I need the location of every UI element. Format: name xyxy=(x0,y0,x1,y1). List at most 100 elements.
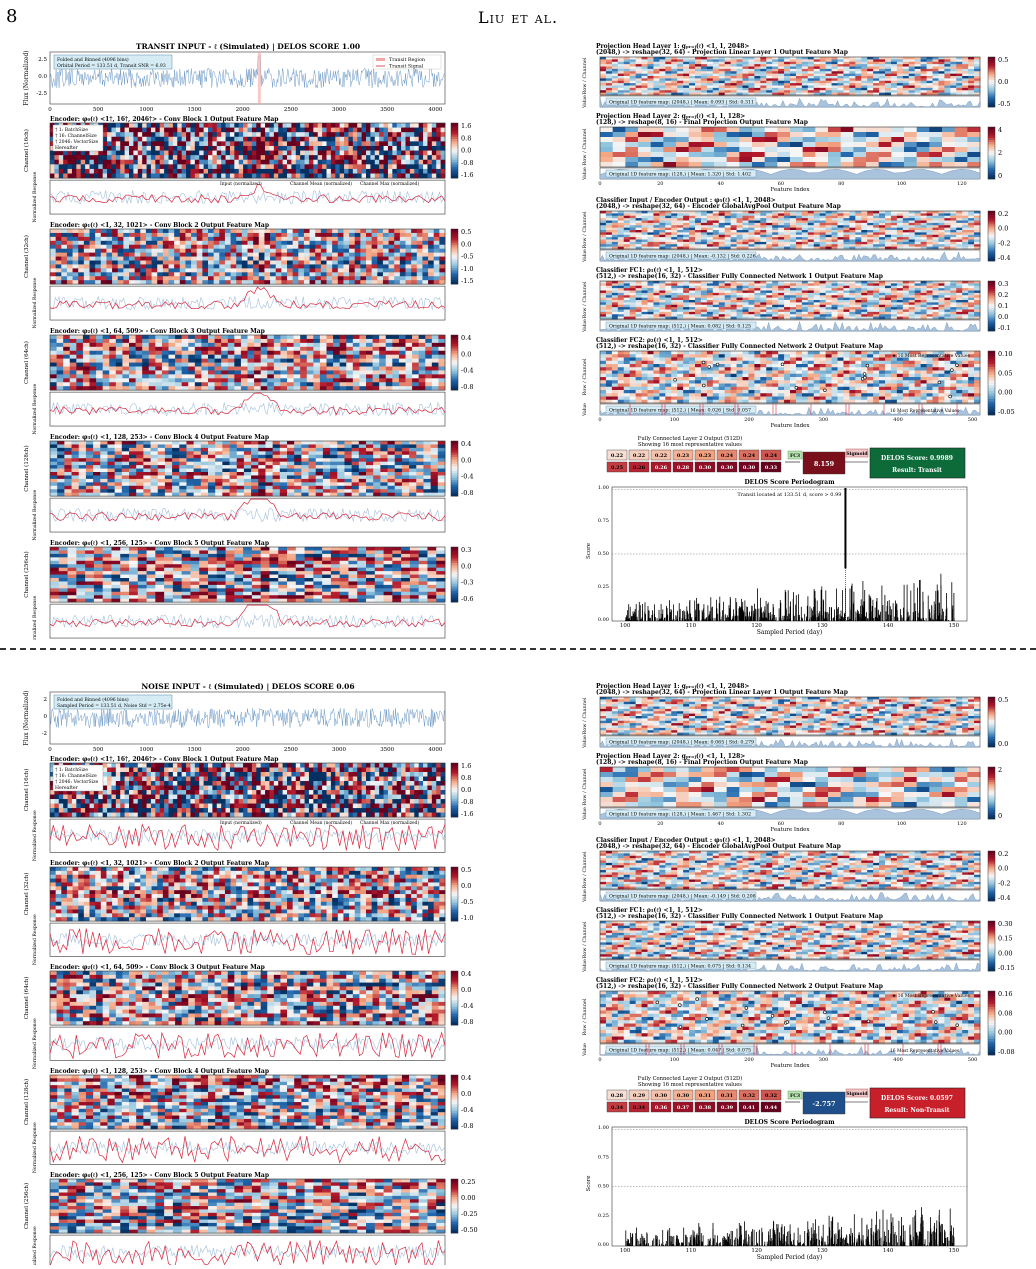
encoder-heatmap-3-cell xyxy=(90,359,97,363)
encoder-heatmap-5-cell xyxy=(94,585,103,589)
encoder-heatmap-4-cell xyxy=(100,444,108,448)
encoder-heatmap-3-cell xyxy=(333,355,340,359)
encoder-heatmap-2-cell xyxy=(366,237,372,241)
encoder-heatmap-5-cell xyxy=(173,585,182,589)
encoder-heatmap-1-cell xyxy=(274,128,279,133)
encoder-heatmap-2-cell xyxy=(293,276,299,280)
encoder-heatmap-5-cell xyxy=(401,588,410,592)
encoder-heatmap-2-cell xyxy=(372,233,378,237)
encoder-heatmap-2-cell xyxy=(248,264,254,268)
encoder-heatmap-3-cell xyxy=(122,382,129,386)
encoder-heatmap-3-cell xyxy=(419,382,426,386)
encoder-heatmap-1-cell xyxy=(318,169,323,174)
encoder-heatmap-4-cell xyxy=(416,489,424,493)
encoder-heatmap-2-cell xyxy=(417,237,423,241)
encoder-heatmap-4-cell xyxy=(373,458,381,462)
encoder-heatmap-2-cell xyxy=(253,261,259,265)
encoder-heatmap-5-cell xyxy=(129,547,138,551)
encoder-heatmap-1-cell xyxy=(164,146,169,151)
encoder-heatmap-1-cell xyxy=(287,123,292,128)
encoder-heatmap-3-cell xyxy=(274,343,281,347)
encoder-colorbar-5-step xyxy=(451,581,458,584)
encoder-heatmap-4-cell xyxy=(115,462,123,466)
encoder-heatmap-4-cell xyxy=(179,489,187,493)
encoder-heatmap-5-cell xyxy=(85,564,94,568)
encoder-heatmap-5-cell xyxy=(164,585,173,589)
encoder-heatmap-5-cell xyxy=(155,571,164,575)
encoder-heatmap-2-cell xyxy=(67,268,73,272)
right-heatmap-1-cell xyxy=(938,62,944,65)
encoder-heatmap-5-cell xyxy=(120,550,129,554)
encoder-heatmap-1-cell xyxy=(309,141,314,146)
encoder-heatmap-1-cell xyxy=(344,160,349,165)
encoder-heatmap-2-cell xyxy=(439,276,445,280)
encoder-heatmap-3-cell xyxy=(83,367,90,371)
encoder-heatmap-5-cell xyxy=(427,571,436,575)
encoder-heatmap-4-cell xyxy=(136,475,144,479)
encoder-heatmap-4-cell xyxy=(107,475,115,479)
right-heatmap-1-cell xyxy=(636,67,642,70)
encoder-heatmap-1-cell xyxy=(261,128,266,133)
encoder-heatmap-3-cell xyxy=(169,335,176,339)
encoder-heatmap-2-cell xyxy=(253,233,259,237)
encoder-heatmap-3-cell xyxy=(63,355,70,359)
encoder-heatmap-1-cell xyxy=(248,174,253,179)
right-heatmap-1-cell xyxy=(927,57,933,60)
encoder-heatmap-1-cell xyxy=(98,169,103,174)
encoder-heatmap-3-cell xyxy=(215,370,222,374)
encoder-heatmap-3-cell xyxy=(280,343,287,347)
encoder-heatmap-5-cell xyxy=(182,561,191,565)
encoder-heatmap-3-cell xyxy=(425,339,432,343)
encoder-heatmap-4-cell xyxy=(165,479,173,483)
encoder-heatmap-2-cell xyxy=(242,253,248,257)
encoder-heatmap-1-cell xyxy=(392,141,397,146)
encoder-heatmap-4-cell xyxy=(57,489,65,493)
encoder-heatmap-1-cell xyxy=(291,137,296,142)
encoder-heatmap-4-cell xyxy=(79,462,87,466)
encoder-heatmap-4-cell xyxy=(423,472,431,476)
encoder-heatmap-2-cell xyxy=(185,249,191,253)
encoder-heatmap-4-cell xyxy=(366,486,374,490)
encoder-heatmap-1-cell xyxy=(406,141,411,146)
encoder-heatmap-5-cell xyxy=(173,547,182,551)
encoder-heatmap-2-cell xyxy=(360,272,366,276)
encoder-heatmap-2-cell xyxy=(293,249,299,253)
encoder-heatmap-3-cell xyxy=(406,355,413,359)
encoder-heatmap-2-cell xyxy=(152,241,158,245)
encoder-heatmap-2-cell xyxy=(366,276,372,280)
encoder-heatmap-2-cell xyxy=(197,233,203,237)
encoder-heatmap-1-cell xyxy=(379,141,384,146)
encoder-heatmap-1-cell xyxy=(120,128,125,133)
encoder-heatmap-4-cell xyxy=(50,465,58,469)
encoder-heatmap-4-cell xyxy=(86,462,94,466)
encoder-heatmap-4-cell xyxy=(172,486,180,490)
encoder-heatmap-1-cell xyxy=(340,132,345,137)
encoder-heatmap-3-cell xyxy=(254,363,261,367)
response-legend-item: Channel Max (normalized) xyxy=(360,182,419,187)
encoder-heatmap-3-cell xyxy=(248,370,255,374)
encoder-heatmap-4-cell xyxy=(309,458,317,462)
encoder-heatmap-4-cell xyxy=(143,472,151,476)
encoder-heatmap-5-cell xyxy=(331,550,340,554)
encoder-heatmap-4-cell xyxy=(423,486,431,490)
encoder-heatmap-5-cell xyxy=(94,547,103,551)
encoder-colorbar-2-step xyxy=(451,277,458,280)
encoder-heatmap-4-cell xyxy=(423,475,431,479)
encoder-heatmap-4-cell xyxy=(100,482,108,486)
encoder-heatmap-3-cell xyxy=(116,335,123,339)
encoder-heatmap-4-cell xyxy=(330,444,338,448)
encoder-heatmap-1-cell xyxy=(217,146,222,151)
encoder-heatmap-5-cell xyxy=(94,575,103,579)
encoder-heatmap-1-cell xyxy=(331,123,336,128)
encoder-heatmap-4-cell xyxy=(287,472,295,476)
encoder-heatmap-3-cell xyxy=(208,370,215,374)
encoder-heatmap-2-cell xyxy=(377,261,383,265)
encoder-heatmap-2-cell xyxy=(439,229,445,233)
encoder-heatmap-1-cell xyxy=(322,132,327,137)
encoder-heatmap-2-cell xyxy=(174,245,180,249)
encoder-heatmap-4-cell xyxy=(64,465,72,469)
encoder-heatmap-4-cell xyxy=(172,441,180,445)
encoder-heatmap-5-cell xyxy=(252,581,261,585)
encoder-heatmap-2-cell xyxy=(118,253,124,257)
encoder-heatmap-5-cell xyxy=(243,550,252,554)
